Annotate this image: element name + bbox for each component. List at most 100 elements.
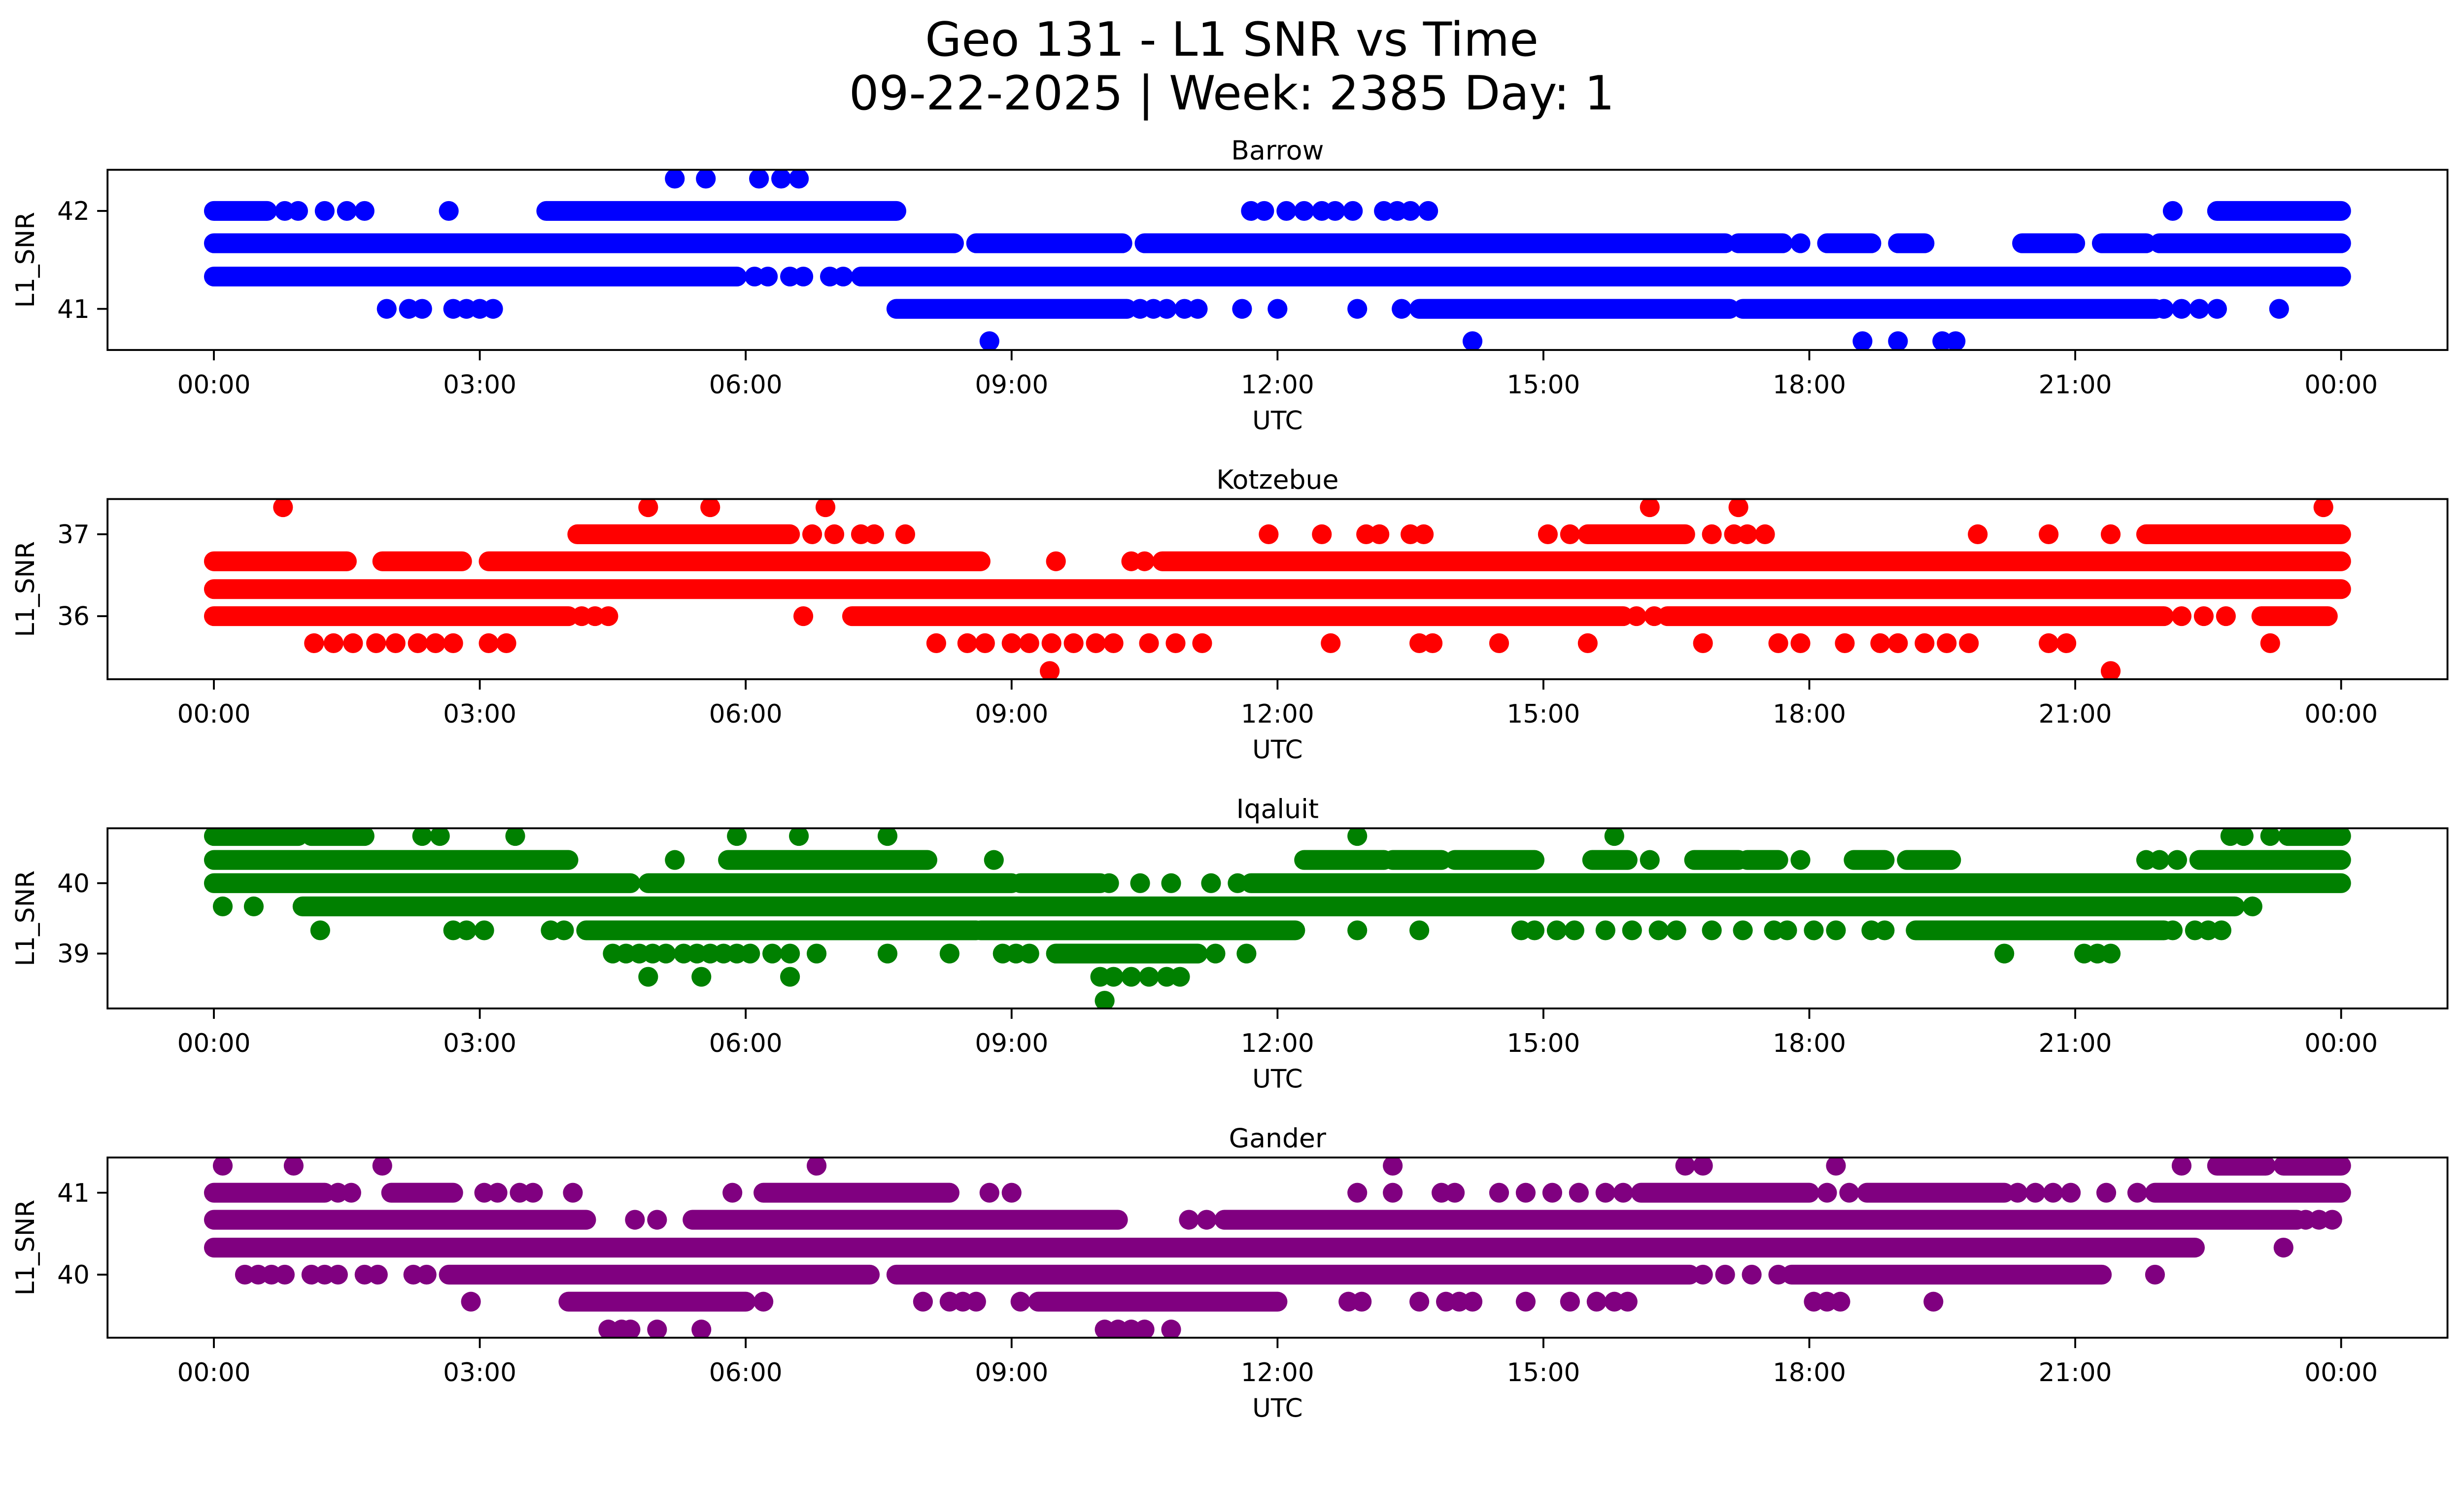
snr-data-point (877, 828, 898, 846)
snr-data-point (2211, 920, 2231, 940)
snr-data-point (1923, 1291, 1944, 1312)
subplot-title: Gander (1229, 1122, 1327, 1153)
snr-data-point (314, 201, 335, 221)
snr-data-point (1205, 943, 1226, 964)
snr-data-point (1267, 299, 1288, 319)
snr-figure: Geo 131 - L1 SNR vs Time 09-22-2025 | We… (10, 11, 2449, 1424)
snr-data-point (385, 633, 406, 653)
snr-data-point (2189, 299, 2209, 319)
snr-data-point (1666, 920, 1686, 940)
x-axis-label: UTC (1252, 1065, 1302, 1094)
snr-data-point (443, 633, 463, 653)
snr-data-point (456, 920, 477, 940)
snr-data-point (408, 633, 428, 653)
snr-data-point (212, 896, 233, 916)
x-tick-label: 03:00 (443, 1358, 516, 1388)
snr-data-point (2216, 606, 2236, 626)
snr-data-point (1161, 873, 1181, 893)
subplot-title: Kotzebue (1216, 464, 1338, 495)
snr-data-point (439, 201, 459, 221)
snr-data-point (1542, 1182, 1563, 1203)
subplot-title: Iqaluit (1236, 793, 1319, 824)
snr-data-point (2039, 524, 2059, 544)
snr-data-point (1560, 1291, 1580, 1312)
snr-data-point (2056, 633, 2077, 653)
snr-data-point (984, 850, 1004, 870)
snr-data-point (2162, 201, 2183, 221)
x-tick-label: 06:00 (709, 1358, 783, 1388)
snr-data-point (337, 201, 357, 221)
snr-data-point (620, 1320, 641, 1338)
snr-data-point (1644, 606, 1664, 626)
snr-data-point (2100, 943, 2121, 964)
snr-data-point (1693, 1157, 1713, 1176)
snr-data-point (341, 1182, 361, 1203)
snr-data-point (1595, 920, 1615, 940)
x-tick-label: 09:00 (975, 370, 1048, 400)
snr-data-point (1139, 633, 1159, 653)
snr-data-point (749, 170, 769, 189)
snr-data-point (1165, 633, 1186, 653)
snr-data-point (1134, 1320, 1155, 1338)
x-tick-label: 00:00 (2304, 1029, 2378, 1058)
snr-data-point (1875, 920, 1895, 940)
snr-data-point (1347, 299, 1368, 319)
subplot-kotzebue: 00:00 03:00 06:00 09:00 12:00 15:00 18:00 21:00… (11, 464, 2449, 765)
snr-data-point (1817, 1182, 1837, 1203)
snr-data-point (957, 633, 977, 653)
x-tick-label: 21:00 (2039, 1029, 2112, 1058)
snr-data-point (1139, 967, 1159, 987)
snr-data-point (1675, 1157, 1695, 1176)
snr-data-point (966, 1291, 986, 1312)
snr-data-point (425, 633, 445, 653)
x-tick-label: 09:00 (975, 699, 1048, 729)
snr-data-point (979, 1182, 999, 1203)
snr-data-point (1228, 873, 1248, 893)
snr-data-point (2061, 1182, 2081, 1203)
snr-data-point (2043, 1182, 2063, 1203)
x-tick-label: 06:00 (709, 370, 783, 400)
snr-data-point (496, 633, 516, 653)
snr-data-point (1959, 633, 1979, 653)
snr-data-point (1888, 331, 1908, 350)
snr-data-point (1347, 1182, 1368, 1203)
snr-data-point (625, 1210, 645, 1230)
snr-data-point (638, 967, 658, 987)
snr-data-point (1444, 1182, 1465, 1203)
snr-data-point (793, 606, 814, 626)
snr-data-point (815, 499, 836, 518)
snr-data-point (376, 299, 397, 319)
snr-data-point (1915, 633, 1935, 653)
scatter-series-kotzebue (204, 499, 2351, 679)
snr-data-point (1768, 633, 1788, 653)
snr-data-point (1414, 524, 1434, 544)
snr-data-point (1392, 299, 1412, 319)
figure-title-line1: Geo 131 - L1 SNR vs Time (925, 12, 1539, 67)
snr-data-point (1968, 524, 1988, 544)
snr-data-point (2233, 828, 2254, 846)
snr-data-point (1179, 1210, 1199, 1230)
snr-data-point (1804, 920, 1824, 940)
snr-data-point (1489, 633, 1509, 653)
scatter-series-iqaluit (204, 828, 2351, 1008)
snr-data-point (273, 499, 293, 518)
snr-data-point (1103, 967, 1124, 987)
snr-data-point (1524, 920, 1545, 940)
snr-data-point (1826, 920, 1846, 940)
snr-data-point (771, 170, 791, 189)
snr-data-point (2149, 850, 2170, 870)
snr-data-point (1347, 828, 1368, 846)
snr-data-point (1839, 1182, 1859, 1203)
snr-data-point (2100, 661, 2121, 679)
snr-data-point (1161, 1320, 1181, 1338)
y-tick-label: 40 (57, 869, 90, 899)
snr-data-point (638, 499, 658, 518)
x-tick-label: 21:00 (2039, 699, 2112, 729)
snr-data-point (1418, 201, 1438, 221)
subplot-barrow: 00:00 03:00 06:00 09:00 12:00 15:00 18:00 21:00… (11, 135, 2449, 436)
snr-data-point (1702, 920, 1722, 940)
snr-data-point (1040, 661, 1060, 679)
snr-data-point (1170, 967, 1190, 987)
snr-data-point (780, 967, 800, 987)
x-tick-label: 00:00 (177, 370, 251, 400)
